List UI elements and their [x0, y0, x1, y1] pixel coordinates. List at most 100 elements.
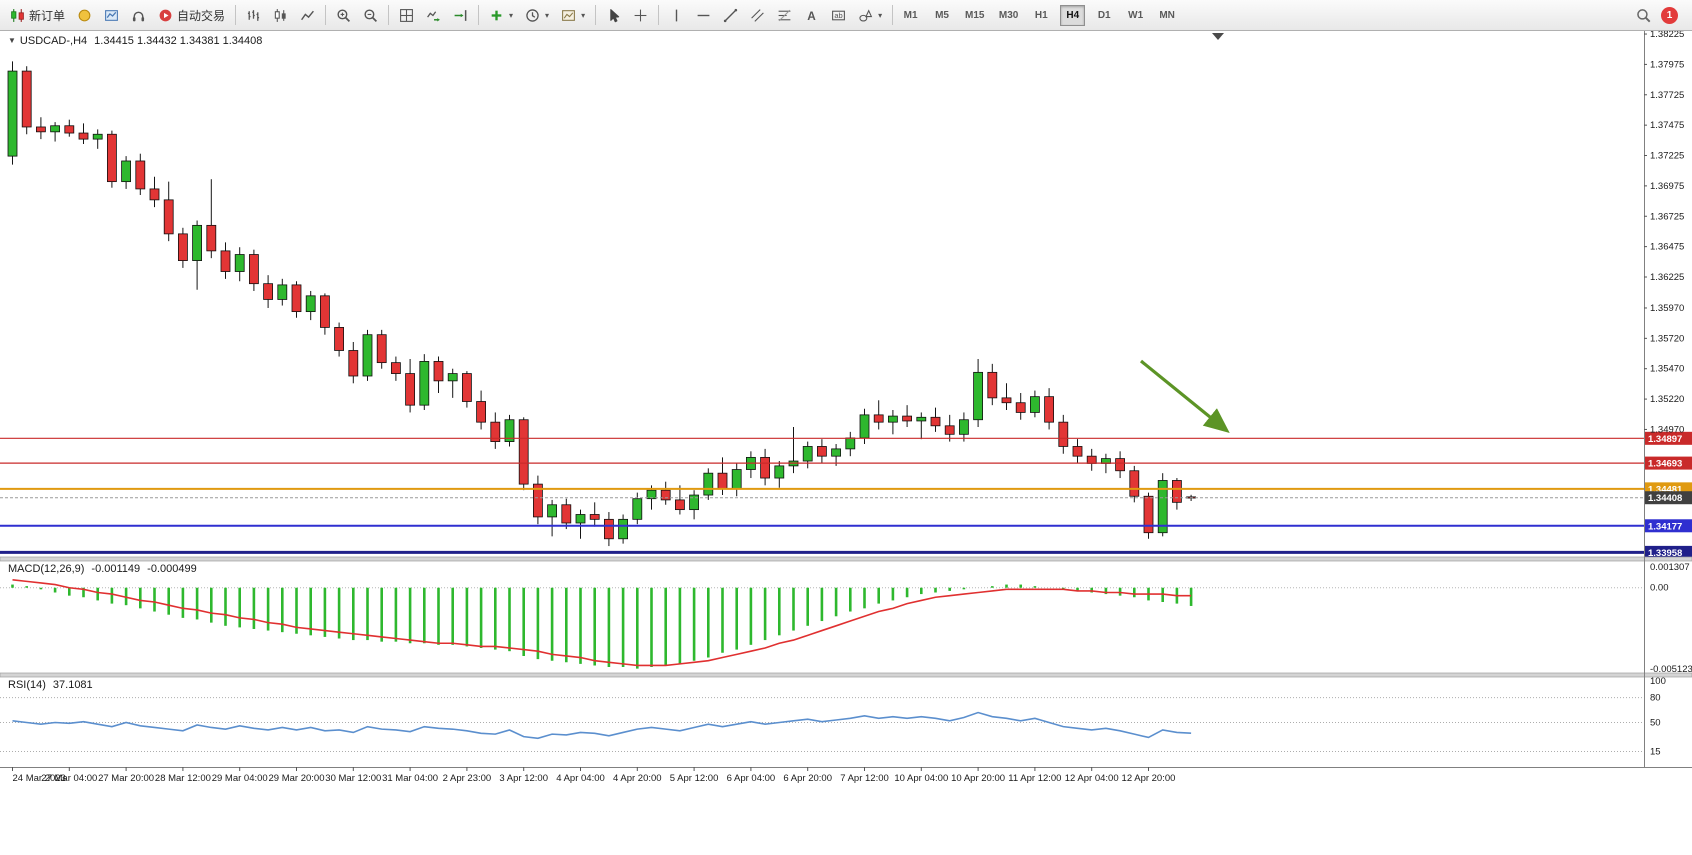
- search-button[interactable]: [1631, 3, 1656, 28]
- ohlc-values: 1.34415 1.34432 1.34381 1.34408: [94, 35, 263, 47]
- crosshair-icon: [634, 9, 647, 21]
- channel-icon: [751, 8, 764, 22]
- hline-1.34481[interactable]: 1.34481: [0, 482, 1692, 496]
- shapes-button[interactable]: ▾: [853, 3, 887, 28]
- text-button[interactable]: A: [799, 3, 824, 28]
- chart-shift-button[interactable]: [448, 3, 473, 28]
- fibonacci-button[interactable]: [772, 3, 797, 28]
- svg-text:1.34897: 1.34897: [1648, 434, 1682, 445]
- price-tag: [1644, 456, 1692, 470]
- svg-text:1.37725: 1.37725: [1650, 90, 1684, 101]
- toolbar-separator: [388, 5, 390, 25]
- tf-button-m30[interactable]: M30: [995, 5, 1022, 26]
- pane-separator[interactable]: [0, 672, 1692, 678]
- timeframe-toolbar: M1 M5 M15 M30 H1 H4 D1 W1 MN: [897, 4, 1181, 26]
- svg-text:1.38225: 1.38225: [1650, 31, 1684, 40]
- chevron-down-icon: ▾: [509, 10, 514, 20]
- auto-scroll-button[interactable]: [421, 3, 446, 28]
- toolbar-separator: [892, 5, 894, 25]
- price-chart[interactable]: 1.34897 1.34693 1.34481 1.34177 1.33958 1.344…: [0, 31, 1692, 855]
- text-icon: A: [807, 9, 816, 22]
- macd-signal-value: -0.000499: [147, 563, 197, 575]
- trend-arrow[interactable]: [1139, 359, 1230, 434]
- autotrading-button[interactable]: 自动交易: [153, 3, 230, 28]
- time-label: 12 Apr 20:00: [1122, 773, 1176, 784]
- candlestick-chart-button[interactable]: [268, 3, 293, 28]
- svg-text:1.36725: 1.36725: [1650, 211, 1684, 222]
- indicators-button[interactable]: ▾: [484, 3, 518, 28]
- new-order-icon: [11, 8, 24, 22]
- tf-button-m5[interactable]: M5: [930, 5, 955, 26]
- svg-text:1.36475: 1.36475: [1650, 242, 1684, 253]
- collapse-arrow-icon[interactable]: ▼: [8, 36, 16, 45]
- time-label: 30 Mar 12:00: [325, 773, 381, 784]
- notification-badge[interactable]: 1: [1661, 6, 1678, 24]
- svg-text:ab: ab: [834, 11, 842, 20]
- tf-button-d1[interactable]: D1: [1092, 5, 1117, 26]
- trendline-button[interactable]: [718, 3, 743, 28]
- horizontal-line-button[interactable]: [691, 3, 716, 28]
- templates-button[interactable]: ▾: [556, 3, 590, 28]
- time-label: 7 Apr 12:00: [840, 773, 889, 784]
- bid-price-line: 1.34408: [0, 491, 1692, 505]
- new-order-button[interactable]: 新订单: [5, 3, 70, 28]
- market-button[interactable]: [126, 3, 151, 28]
- hline-1.34693[interactable]: 1.34693: [0, 456, 1692, 470]
- zoom-out-button[interactable]: [358, 3, 383, 28]
- charts-button[interactable]: [99, 3, 124, 28]
- time-label: 2 Apr 23:00: [443, 773, 492, 784]
- zoom-in-button[interactable]: [331, 3, 356, 28]
- chevron-down-icon: ▾: [581, 10, 586, 20]
- tf-button-m1[interactable]: M1: [898, 5, 923, 26]
- crosshair-button[interactable]: [628, 3, 653, 28]
- macd-name: MACD(12,26,9): [8, 563, 85, 575]
- time-label: 29 Mar 04:00: [212, 773, 268, 784]
- time-label: 4 Apr 04:00: [556, 773, 605, 784]
- time-label: 27 Mar 04:00: [41, 773, 97, 784]
- tile-windows-button[interactable]: [394, 3, 419, 28]
- svg-text:1.37225: 1.37225: [1650, 151, 1684, 162]
- svg-text:1.37475: 1.37475: [1650, 120, 1684, 131]
- time-label: 28 Mar 12:00: [155, 773, 211, 784]
- vertical-line-button[interactable]: [664, 3, 689, 28]
- svg-text:1.35470: 1.35470: [1650, 364, 1684, 375]
- hline-1.33958[interactable]: 1.33958: [0, 545, 1692, 559]
- add-indicator-icon: [491, 10, 502, 20]
- cursor-icon: [610, 8, 620, 22]
- tf-button-h4[interactable]: H4: [1060, 4, 1086, 26]
- cursor-button[interactable]: [601, 3, 626, 28]
- time-label: 6 Apr 20:00: [783, 773, 832, 784]
- periods-button[interactable]: ▾: [520, 3, 554, 28]
- time-label: 6 Apr 04:00: [727, 773, 776, 784]
- candles: [7, 61, 1196, 547]
- time-label: 10 Apr 20:00: [951, 773, 1005, 784]
- tf-button-m15[interactable]: M15: [961, 5, 988, 26]
- trendline-icon: [723, 8, 738, 22]
- scroll-to-end-marker[interactable]: [1212, 33, 1224, 40]
- hline-1.34897[interactable]: 1.34897: [0, 431, 1692, 445]
- svg-text:1.36975: 1.36975: [1650, 181, 1684, 192]
- time-label: 12 Apr 04:00: [1065, 773, 1119, 784]
- bar-chart-icon: [247, 9, 260, 21]
- bar-chart-button[interactable]: [241, 3, 266, 28]
- tf-button-h1[interactable]: H1: [1029, 5, 1054, 26]
- channel-button[interactable]: [745, 3, 770, 28]
- tf-button-w1[interactable]: W1: [1123, 5, 1148, 26]
- tile-windows-icon: [400, 8, 413, 22]
- line-chart-button[interactable]: [295, 3, 320, 28]
- svg-text:1.33958: 1.33958: [1648, 548, 1682, 559]
- pane-separator[interactable]: [0, 556, 1692, 562]
- svg-text:1.34481: 1.34481: [1648, 484, 1683, 495]
- toolbar-separator: [658, 5, 660, 25]
- tf-button-mn[interactable]: MN: [1155, 5, 1180, 26]
- label-button[interactable]: ab: [826, 3, 851, 28]
- metaeditor-button[interactable]: [72, 3, 97, 28]
- chart-window-icon: [105, 9, 118, 21]
- svg-text:1.34970: 1.34970: [1650, 424, 1684, 435]
- auto-scroll-icon: [427, 10, 440, 21]
- time-label: 11 Apr 12:00: [1008, 773, 1061, 784]
- zoom-out-icon: [364, 8, 378, 22]
- hline-1.34177[interactable]: 1.34177: [0, 519, 1692, 533]
- toolbar-separator: [325, 5, 327, 25]
- headset-icon: [132, 11, 145, 21]
